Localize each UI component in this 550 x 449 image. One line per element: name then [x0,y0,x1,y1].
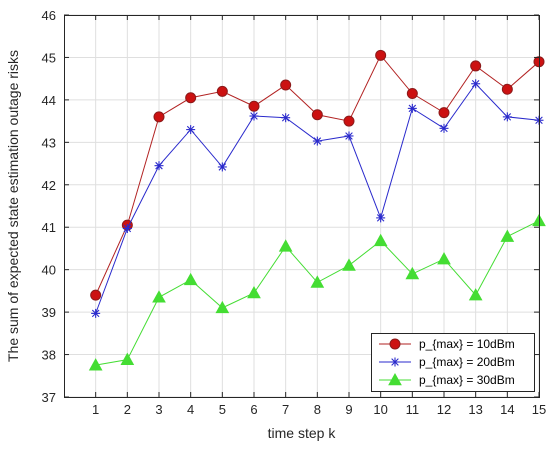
marker-stroke [186,125,195,134]
axis-ticks: 1 2 3 4 5 6 7 8 9 10 11 12 13 14 153738394041424344454… [42,8,547,417]
marker-stroke [91,309,100,318]
x-tick-label: 7 [282,402,289,417]
data-point [343,115,355,127]
data-point [439,123,449,133]
data-point [438,107,450,119]
marker-stroke [281,113,290,122]
data-point [405,266,420,280]
data-point [278,239,293,252]
marker-stroke [218,163,227,171]
marker-stroke [123,224,132,233]
data-point [216,85,228,97]
data-point [471,79,481,89]
data-point [122,223,132,233]
data-point [406,88,418,100]
legend-label: p_{max} = 10dBm [419,337,515,351]
x-tick-label: 4 [187,402,194,417]
data-point [375,49,387,61]
marker-stroke [376,214,385,222]
marker-stroke [155,161,163,170]
x-tick-label: 3 [155,402,162,417]
x-tick-label: 6 [250,402,257,417]
y-tick-label: 44 [42,93,56,108]
series-layer [88,49,546,371]
data-point [280,79,292,91]
data-point [501,83,513,95]
data-point [186,125,196,135]
y-tick-label: 45 [42,50,56,65]
y-tick-label: 42 [42,178,56,193]
data-point [153,111,165,123]
series-1 [90,49,545,301]
data-point [249,111,259,121]
x-tick-label: 1 [92,402,99,417]
data-point [342,258,356,271]
data-point [120,352,135,365]
marker-stroke [391,358,399,366]
x-tick-label: 12 [437,402,451,417]
legend-marker [390,357,400,367]
x-tick-label: 2 [124,402,131,417]
y-axis-label: The sum of expected state estimation out… [5,50,21,362]
data-point [373,233,388,247]
data-point [185,92,197,104]
marker-stroke [250,112,258,120]
data-point [502,112,512,122]
x-tick-label: 5 [219,402,226,417]
x-tick-label: 14 [500,402,514,417]
data-point [281,113,291,123]
data-point [468,288,483,301]
legend-marker [389,338,401,350]
y-tick-label: 40 [42,263,56,278]
y-tick-label: 39 [42,305,56,320]
y-tick-label: 38 [42,348,56,363]
x-tick-label: 13 [468,402,482,417]
x-tick-label: 8 [314,402,321,417]
y-tick-label: 43 [42,135,56,150]
marker-stroke [313,137,322,145]
marker-stroke [503,113,512,121]
legend-label: p_{max} = 20dBm [419,355,515,369]
y-tick-label: 46 [42,8,56,23]
data-point [217,162,227,172]
marker-stroke [345,132,353,140]
data-point [183,272,198,286]
data-point [437,252,451,265]
series-3 [88,213,546,371]
data-point [344,131,354,141]
data-point [90,289,102,301]
x-tick-label: 11 [406,402,420,417]
data-point [470,60,482,72]
data-point [152,290,166,303]
x-tick-label: 10 [373,402,387,417]
data-point [312,136,322,146]
marker-stroke [408,104,417,113]
legend-marker [388,372,402,386]
data-point [500,229,515,242]
data-point [215,300,230,314]
data-point [376,213,386,223]
x-axis-label: time step k [268,425,337,441]
data-point [154,161,164,171]
marker-stroke [471,79,480,88]
y-tick-label: 37 [42,390,56,405]
x-tick-label: 9 [345,402,352,417]
data-point [310,275,325,288]
legend: p_{max} = 10dBm p_{max} = 20dBm p_{max} = … [371,333,535,392]
plot-frame [64,15,540,398]
y-tick-label: 41 [42,220,56,235]
legend-label: p_{max} = 30dBm [419,373,515,387]
marker-stroke [440,124,448,133]
x-tick-label: 15 [532,402,546,417]
data-point [91,308,101,318]
data-point [248,100,260,112]
data-point [247,285,261,299]
data-point [311,109,323,121]
data-point [407,103,417,113]
data-point [88,358,103,371]
